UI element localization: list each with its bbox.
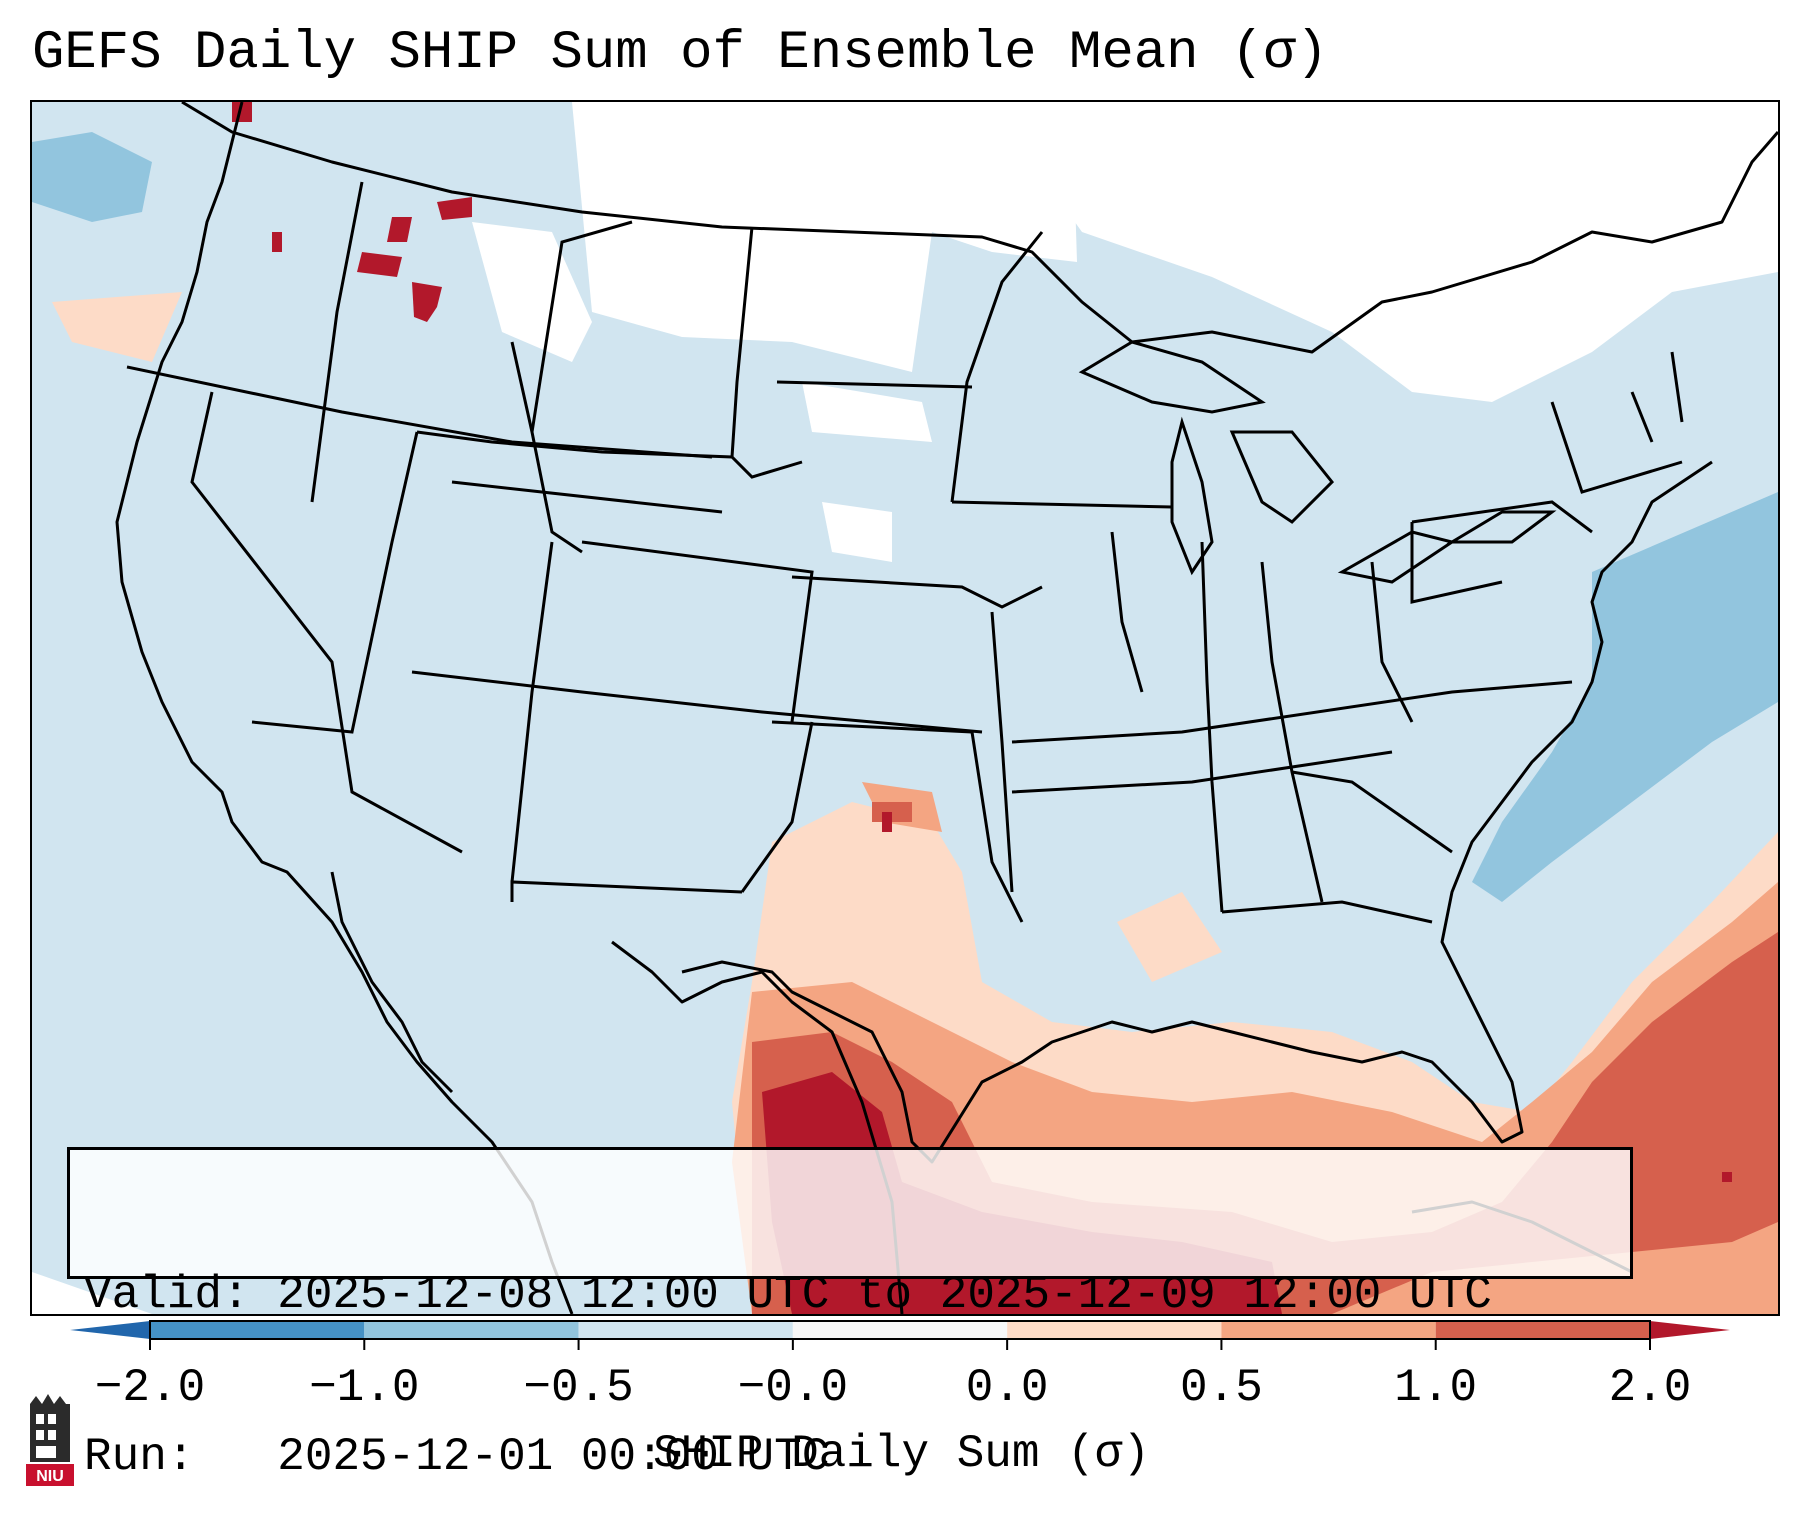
great-lakes [1078,340,1557,584]
colorbar-over-arrow [1650,1321,1730,1339]
baja-peninsula [330,871,454,1094]
colorbar-frame [149,1320,1651,1340]
colorbar-bin [792,1321,1008,1339]
colorbar-tick-label: −0.0 [737,1362,849,1414]
colorbar-tick-label: 0.0 [965,1362,1049,1414]
valid-run-info-box: Valid: 2025-12-08 12:00 UTC to 2025-12-0… [67,1147,1633,1483]
colorbar-tick-label: −1.0 [309,1362,420,1414]
map-panel [30,100,1780,1316]
colorbar-tick-label: 2.0 [1608,1362,1692,1414]
colorbar-bin [150,1321,365,1339]
chart-title: GEFS Daily SHIP Sum of Ensemble Mean (σ) [32,23,1329,84]
colorbar-under-arrow [70,1321,150,1339]
colorbar-tick-label: 0.5 [1180,1362,1263,1414]
state-borders [126,181,1684,924]
colorbar [70,1320,1730,1350]
ship-anomaly-map [32,102,1778,1314]
colorbar-tick-label: −0.5 [523,1362,634,1414]
colorbar-bin [364,1321,579,1339]
valid-time-text: Valid: 2025-12-08 12:00 UTC to 2025-12-0… [84,1269,1492,1321]
colorbar-bin [1435,1321,1650,1339]
colorbar-label: SHIP Daily Sum (σ) [653,1428,1150,1480]
west-coast [115,102,574,1314]
gulf-coast [681,460,1713,1164]
colorbar-bin [1007,1321,1222,1339]
logo-text: NIU [36,1468,64,1485]
colorbar-tick-label: −2.0 [94,1362,206,1414]
colorbar-tick-label: 1.0 [1394,1362,1478,1414]
run-time-text: Run: 2025-12-01 00:00 UTC [84,1431,830,1483]
colorbar-bin [578,1321,793,1339]
colorbar-bin [1221,1321,1436,1339]
niu-tower-logo: NIU [26,1394,74,1486]
